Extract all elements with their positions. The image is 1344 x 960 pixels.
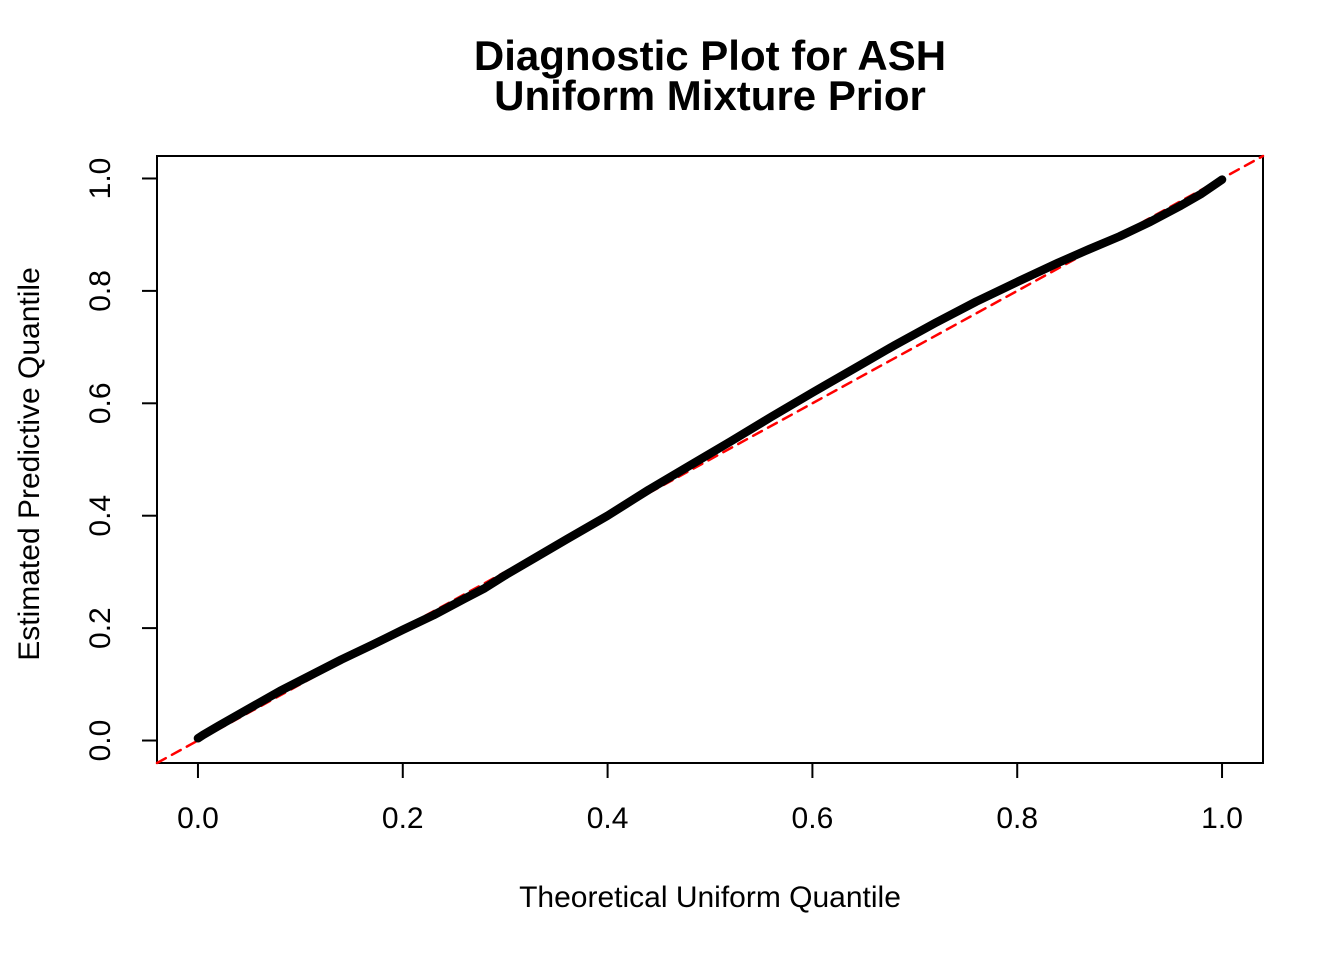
chart-title: Diagnostic Plot for ASH Uniform Mixture … (157, 32, 1263, 119)
plot-box (156, 155, 1264, 764)
y-tick-label: 0.8 (84, 270, 117, 312)
y-tick-label: 0.6 (84, 382, 117, 424)
x-tick-label: 1.0 (1201, 802, 1243, 835)
chart-title-line1: Diagnostic Plot for ASH (473, 32, 947, 79)
chart-title-line2: Uniform Mixture Prior (494, 72, 926, 119)
qq-curve (193, 175, 1227, 743)
y-tick-label: 0.0 (84, 720, 117, 762)
x-tick-label: 0.2 (382, 802, 424, 835)
x-tick-label: 0.4 (587, 802, 629, 835)
y-tick-label: 1.0 (84, 158, 117, 200)
x-axis-title: Theoretical Uniform Quantile (519, 881, 901, 914)
y-tick-label: 0.2 (84, 607, 117, 649)
x-tick-label: 0.6 (792, 802, 834, 835)
x-tick-label: 0.8 (996, 802, 1038, 835)
y-axis-title: Estimated Predictive Quantile (13, 267, 46, 661)
y-tick-label: 0.4 (84, 495, 117, 537)
x-tick-label: 0.0 (177, 802, 219, 835)
